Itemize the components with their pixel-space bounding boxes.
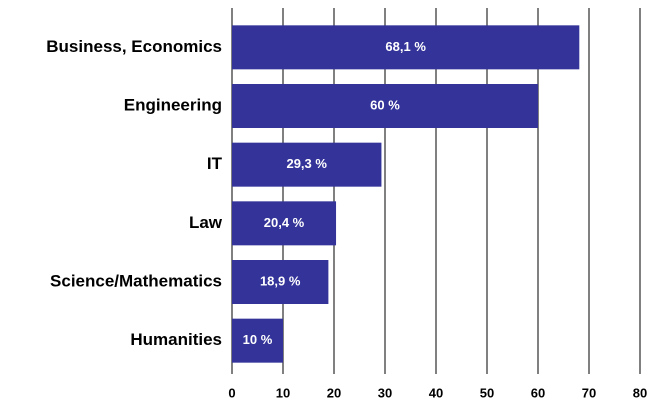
x-tick-label: 0 xyxy=(228,385,235,400)
data-label: 60 % xyxy=(370,97,400,112)
y-tick-label: Science/Mathematics xyxy=(50,271,222,290)
bar xyxy=(232,84,538,128)
data-label: 10 % xyxy=(243,332,273,347)
bar xyxy=(232,25,580,70)
x-tick-label: 50 xyxy=(480,385,494,400)
bar xyxy=(232,260,329,304)
bar xyxy=(232,142,382,187)
y-tick-label: Law xyxy=(189,213,223,232)
x-tick-label: 10 xyxy=(276,385,290,400)
x-tick-label: 60 xyxy=(531,385,545,400)
y-tick-label: Humanities xyxy=(130,330,222,349)
data-label: 18,9 % xyxy=(260,273,301,288)
y-tick-label: IT xyxy=(207,154,223,173)
x-tick-label: 20 xyxy=(327,385,341,400)
bar xyxy=(232,201,337,246)
bar xyxy=(232,318,283,363)
x-tick-label: 70 xyxy=(582,385,596,400)
x-tick-label: 40 xyxy=(429,385,443,400)
data-label: 29,3 % xyxy=(286,156,327,171)
y-tick-label: Business, Economics xyxy=(46,37,222,56)
x-tick-label: 80 xyxy=(633,385,647,400)
y-tick-label: Engineering xyxy=(124,95,222,114)
data-label: 68,1 % xyxy=(385,39,426,54)
x-tick-label: 30 xyxy=(378,385,392,400)
data-label: 20,4 % xyxy=(264,215,305,230)
